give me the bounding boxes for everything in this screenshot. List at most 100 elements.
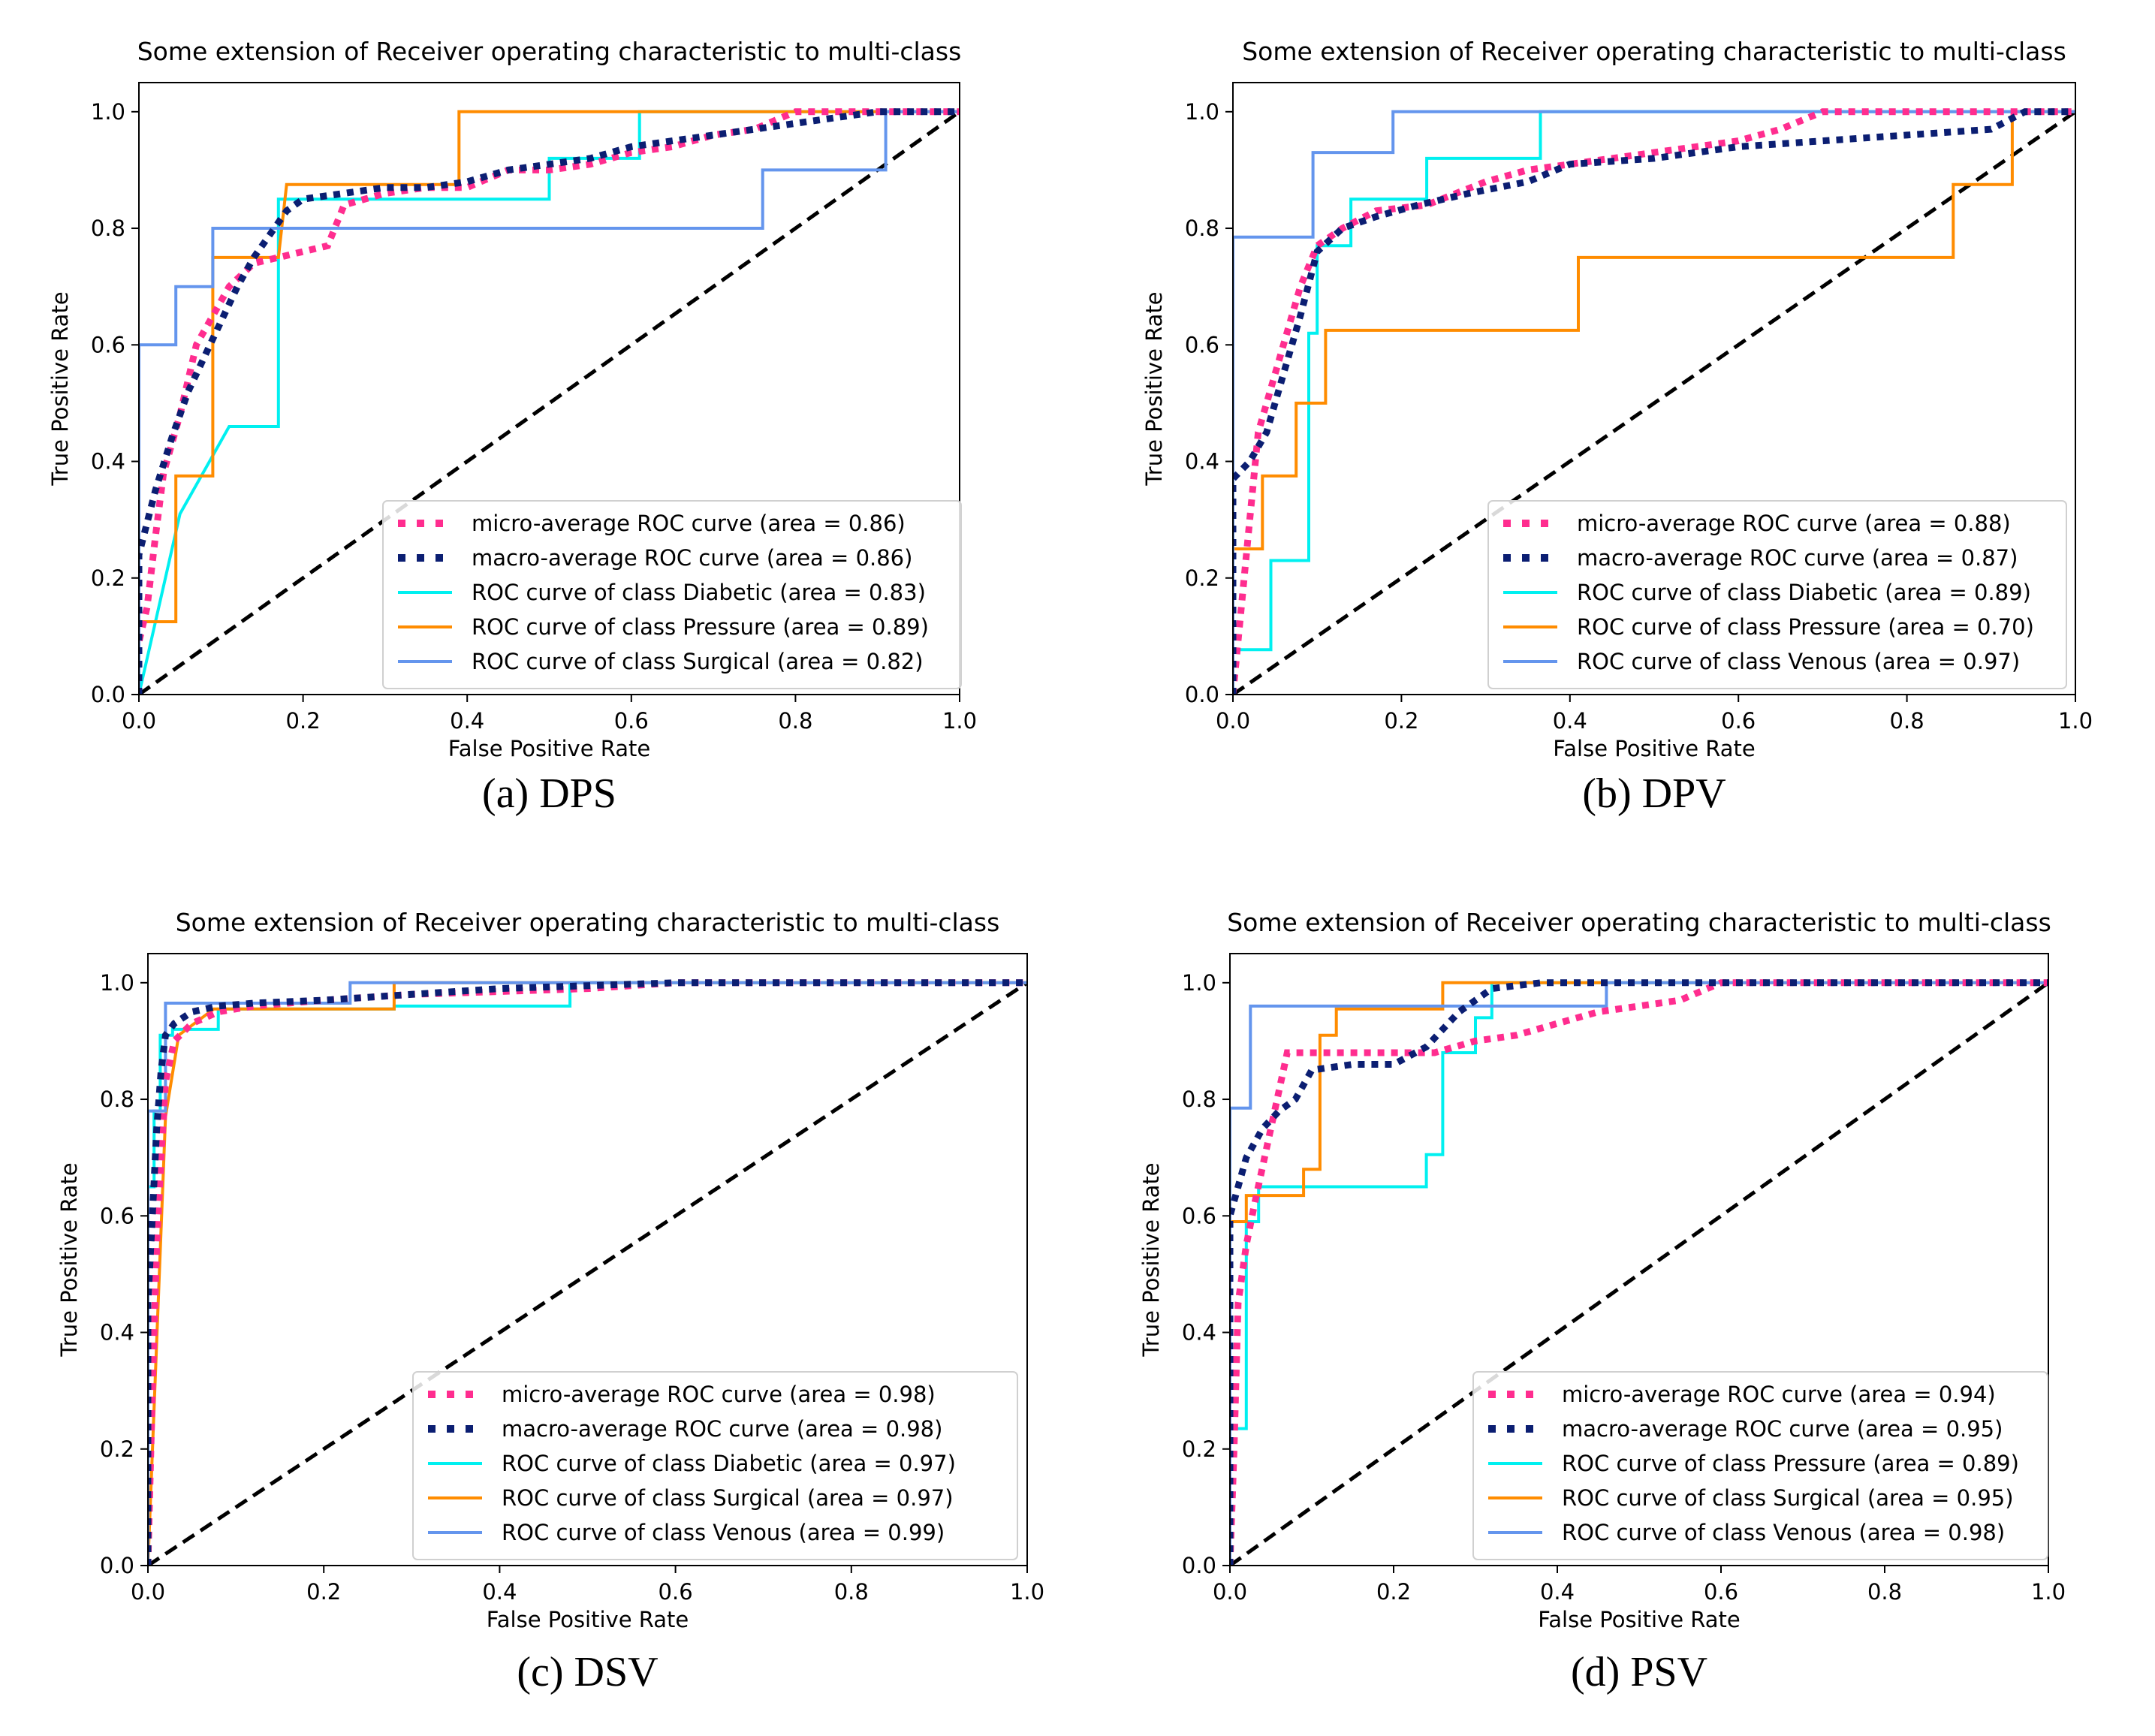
chart-panel-3: Some extension of Receiver operating cha…	[56, 908, 1044, 1695]
axes-frame	[1229, 953, 2049, 1566]
legend-entry-label: ROC curve of class Venous (area = 0.97)	[1577, 649, 2020, 674]
series-line-3	[139, 110, 960, 695]
chart-title: Some extension of Receiver operating cha…	[176, 908, 1000, 937]
chance-diagonal-line	[1233, 110, 2075, 695]
series-line-2	[148, 979, 1027, 1566]
x-tick-label: 1.0	[942, 708, 977, 734]
x-axis-label: False Positive Rate	[448, 736, 651, 761]
y-tick-label: 0.0	[1185, 682, 1219, 707]
legend-entry-label: micro-average ROC curve (area = 0.88)	[1577, 511, 2011, 536]
y-tick-label: 0.4	[1185, 449, 1219, 475]
x-tick-label: 0.0	[131, 1579, 165, 1605]
y-tick-label: 1.0	[91, 99, 125, 125]
legend-entry-label: ROC curve of class Venous (area = 0.98)	[1562, 1520, 2005, 1545]
panel-caption: (b) DPV	[1582, 770, 1726, 817]
legend-entry-label: macro-average ROC curve (area = 0.86)	[472, 545, 912, 571]
chance-diagonal-line	[148, 981, 1027, 1566]
y-tick-label: 0.2	[91, 565, 125, 591]
legend-entry-label: micro-average ROC curve (area = 0.94)	[1562, 1382, 1996, 1407]
y-tick-label: 0.0	[100, 1553, 134, 1578]
legend-entry-label: macro-average ROC curve (area = 0.98)	[502, 1416, 942, 1442]
panel-caption: (a) DPS	[482, 770, 616, 817]
y-tick-label: 0.4	[1182, 1320, 1216, 1346]
y-tick-label: 0.8	[91, 215, 125, 241]
series-line-1	[1230, 979, 2048, 1566]
x-tick-label: 0.4	[1540, 1579, 1575, 1605]
y-tick-label: 0.0	[91, 682, 125, 707]
y-tick-label: 0.8	[100, 1087, 134, 1112]
y-tick-label: 0.4	[100, 1320, 134, 1346]
y-axis-label: True Positive Rate	[47, 291, 73, 486]
y-tick-label: 1.0	[100, 970, 134, 996]
plot-area	[1233, 108, 2075, 695]
series-line-3	[148, 981, 1027, 1566]
y-tick-label: 0.6	[1182, 1203, 1216, 1228]
series-line-5	[139, 110, 960, 695]
x-tick-label: 1.0	[2031, 1579, 2066, 1605]
x-tick-label: 0.0	[1216, 708, 1250, 734]
x-tick-label: 0.6	[614, 708, 649, 734]
legend: micro-average ROC curve (area = 0.88) mac…	[1487, 500, 2067, 689]
legend-box	[412, 1371, 1018, 1560]
legend-entry-label: micro-average ROC curve (area = 0.98)	[502, 1382, 936, 1407]
chart-title: Some extension of Receiver operating cha…	[1242, 37, 2066, 66]
legend-entry-label: ROC curve of class Venous (area = 0.99)	[502, 1520, 945, 1545]
axes-frame	[1232, 82, 2076, 695]
legend: micro-average ROC curve (area = 0.94) mac…	[1472, 1371, 2048, 1560]
x-tick-label: 0.4	[1553, 708, 1587, 734]
legend-entry-label: ROC curve of class Diabetic (area = 0.97…	[502, 1451, 956, 1476]
x-tick-label: 0.4	[450, 708, 484, 734]
y-tick-label: 0.0	[1182, 1553, 1216, 1578]
y-tick-label: 1.0	[1182, 970, 1216, 996]
x-tick-label: 0.2	[1376, 1579, 1411, 1605]
y-tick-label: 0.2	[1185, 565, 1219, 591]
y-tick-label: 0.6	[1185, 332, 1219, 357]
y-tick-label: 0.4	[91, 449, 125, 475]
legend-entry-label: ROC curve of class Diabetic (area = 0.89…	[1577, 580, 2031, 605]
legend: micro-average ROC curve (area = 0.98) mac…	[412, 1371, 1018, 1560]
panel-caption: (d) PSV	[1571, 1649, 1707, 1695]
x-tick-label: 0.6	[1704, 1579, 1738, 1605]
series-line-5	[148, 981, 1027, 1566]
y-tick-label: 0.8	[1182, 1087, 1216, 1112]
x-tick-label: 0.0	[122, 708, 156, 734]
x-tick-label: 0.8	[778, 708, 812, 734]
y-tick-label: 0.8	[1185, 215, 1219, 241]
x-tick-label: 0.4	[482, 1579, 517, 1605]
y-tick-label: 0.2	[1182, 1436, 1216, 1462]
y-axis-label: True Positive Rate	[1141, 291, 1167, 486]
y-tick-label: 0.6	[100, 1203, 134, 1228]
plot-area	[139, 108, 960, 695]
x-tick-label: 0.2	[306, 1579, 341, 1605]
series-line-3	[1230, 981, 2048, 1566]
chart-title: Some extension of Receiver operating cha…	[1227, 908, 2051, 937]
legend-entry-label: ROC curve of class Surgical (area = 0.97…	[502, 1485, 954, 1511]
x-tick-label: 0.2	[286, 708, 321, 734]
series-line-4	[1230, 981, 2048, 1566]
chart-panel-4: Some extension of Receiver operating cha…	[1138, 908, 2066, 1695]
x-tick-label: 0.2	[1384, 708, 1418, 734]
x-axis-label: False Positive Rate	[1553, 736, 1756, 761]
legend-box	[382, 500, 962, 689]
axes-frame	[138, 82, 960, 695]
legend-box	[1472, 1371, 2048, 1560]
y-tick-label: 1.0	[1185, 99, 1219, 125]
x-tick-label: 0.6	[659, 1579, 693, 1605]
x-tick-label: 0.0	[1213, 1579, 1247, 1605]
legend-entry-label: ROC curve of class Pressure (area = 0.89…	[1562, 1451, 2019, 1476]
x-tick-label: 0.8	[1867, 1579, 1902, 1605]
series-line-5	[1233, 110, 2075, 695]
chart-panel-1: Some extension of Receiver operating cha…	[47, 37, 977, 817]
x-tick-label: 1.0	[1010, 1579, 1044, 1605]
x-tick-label: 1.0	[2058, 708, 2093, 734]
series-line-2	[139, 108, 960, 695]
x-tick-label: 0.8	[1890, 708, 1924, 734]
plot-area	[1230, 979, 2048, 1566]
y-axis-label: True Positive Rate	[56, 1162, 82, 1357]
chart-title: Some extension of Receiver operating cha…	[137, 37, 962, 66]
legend-entry-label: ROC curve of class Surgical (area = 0.95…	[1562, 1485, 2014, 1511]
legend-entry-label: micro-average ROC curve (area = 0.86)	[472, 511, 906, 536]
series-line-3	[1233, 110, 2075, 695]
x-tick-label: 0.6	[1721, 708, 1756, 734]
